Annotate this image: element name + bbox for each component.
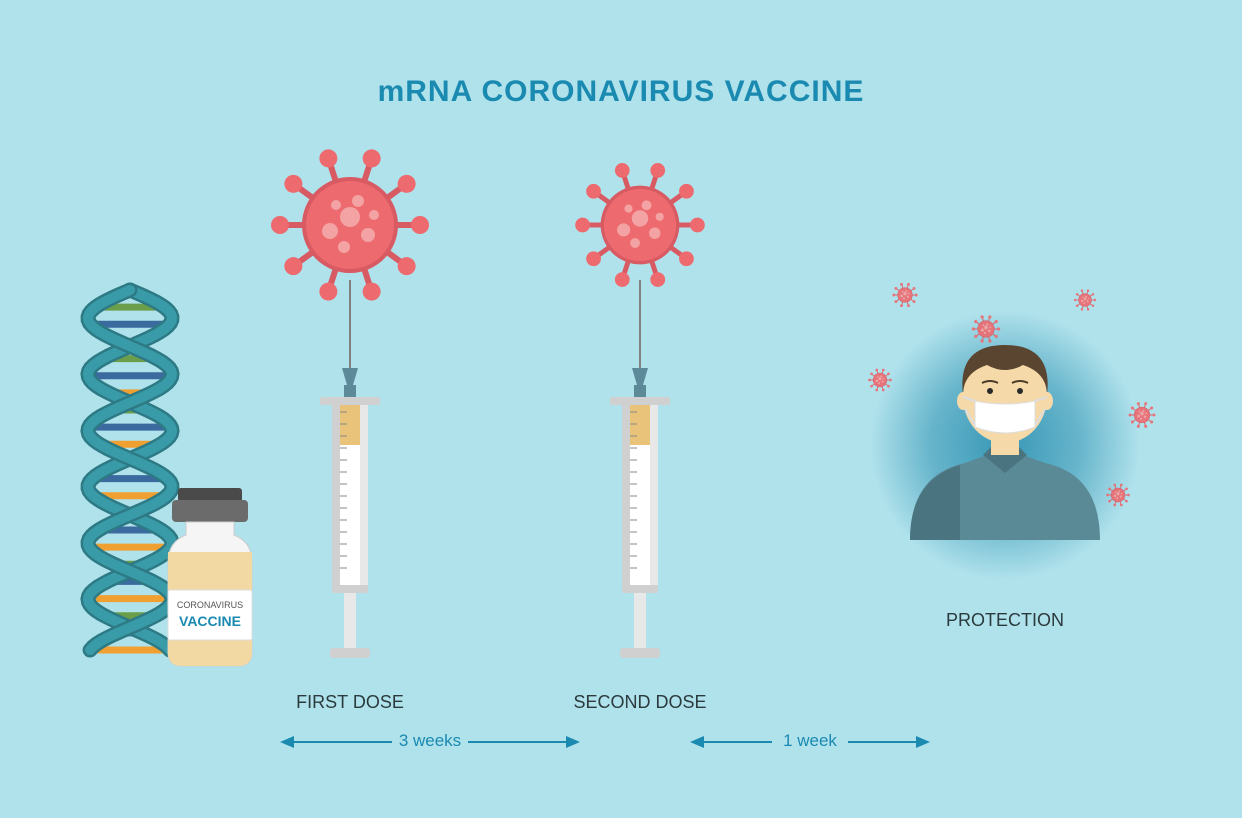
timeline-label-0: 3 weeks (399, 731, 461, 751)
svg-text:CORONAVIRUS: CORONAVIRUS (177, 600, 243, 610)
infographic-title: mRNA CORONAVIRUS VACCINE (0, 75, 1242, 109)
second-dose-label: SECOND DOSE (573, 692, 706, 713)
timeline-label-1: 1 week (783, 731, 837, 751)
protected-person-icon (870, 310, 1140, 580)
svg-text:VACCINE: VACCINE (179, 613, 241, 629)
infographic-canvas: CORONAVIRUS VACCINE (0, 0, 1242, 818)
first-dose-label: FIRST DOSE (296, 692, 404, 713)
protection-label: PROTECTION (946, 610, 1064, 631)
vaccine-vial-icon: CORONAVIRUS VACCINE (168, 488, 252, 666)
